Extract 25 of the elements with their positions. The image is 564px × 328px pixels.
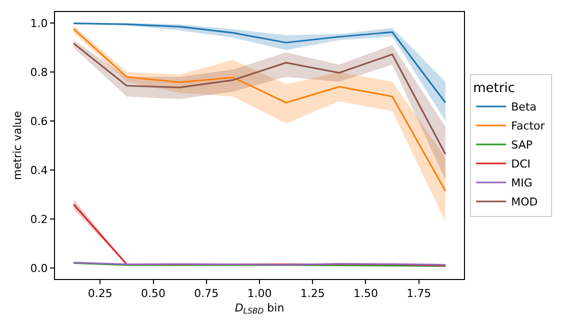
line-series (72, 22, 446, 104)
legend-label: SAP (511, 138, 533, 152)
legend-label: Factor (511, 120, 546, 133)
legend-label: DCI (511, 158, 531, 171)
legend-label: MIG (511, 176, 532, 190)
line-series (72, 28, 446, 192)
y-tick-label: 0.2 (30, 212, 48, 226)
x-tick-label: 0.25 (88, 287, 112, 300)
y-tick-label: 0.0 (30, 262, 48, 275)
legend-title: metric (473, 80, 516, 96)
line-series (72, 42, 446, 155)
y-tick-label: 0.8 (30, 66, 48, 79)
y-tick-label: 0.6 (30, 114, 48, 128)
legend-label: MOD (511, 196, 538, 209)
y-tick-label: 1.0 (30, 16, 48, 30)
legend-label: Beta (511, 100, 537, 114)
x-tick-label: 1.50 (353, 287, 378, 300)
x-tick-label: 1.75 (406, 287, 432, 300)
x-tick-label: 1.25 (300, 287, 325, 300)
x-axis-title: D$_{LSBD}$ bin (234, 301, 284, 316)
y-tick-label: 0.4 (30, 164, 48, 177)
y-axis-title: metric value (10, 110, 24, 180)
x-tick-label: 0.50 (141, 287, 166, 300)
x-tick-label: 1.00 (247, 287, 272, 300)
x-tick-label: 0.75 (194, 287, 219, 300)
